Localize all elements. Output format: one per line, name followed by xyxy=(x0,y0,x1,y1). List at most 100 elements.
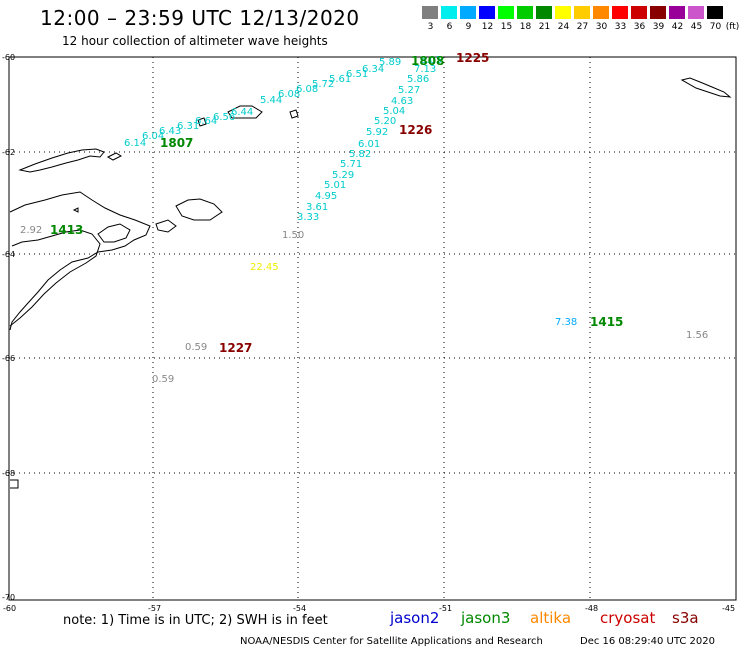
legend-swatch xyxy=(593,6,610,19)
joinville-island xyxy=(175,198,223,221)
legend-label: 18 xyxy=(519,22,532,32)
wave-height-value: 5.61 xyxy=(329,74,352,85)
wave-height-value: 4.63 xyxy=(391,96,414,107)
pass-time-label: 1226 xyxy=(399,123,433,137)
dundee-island xyxy=(155,219,177,233)
longitude-labels: -60 -57 -54 -51 -48 -45 xyxy=(3,604,735,613)
legend-swatch xyxy=(707,6,724,19)
wave-height-value: 6.64 xyxy=(195,116,218,127)
satellite-name: s3a xyxy=(672,609,699,627)
wave-height-value: 6.44 xyxy=(231,107,254,118)
legend-label: 45 xyxy=(690,22,703,32)
footer-timestamp: Dec 16 08:29:40 UTC 2020 xyxy=(580,636,715,647)
south-orkney-islet xyxy=(197,117,207,127)
latitude-labels: -60 -62 -64 -66 -68 -70 xyxy=(2,53,15,602)
satellite-name: altika xyxy=(530,609,572,627)
coastline xyxy=(9,77,732,489)
south-shetland-islet xyxy=(106,152,123,161)
satellite-name: jason3 xyxy=(461,609,511,627)
lat-label: -66 xyxy=(2,354,15,363)
pass-time-label: 1807 xyxy=(160,136,194,150)
south-shetland-islands xyxy=(18,148,105,173)
legend-label: 15 xyxy=(500,22,513,32)
wave-height-value: 6.08 xyxy=(296,84,319,95)
legend-label: 70 xyxy=(709,22,722,32)
wave-height-value: 6.51 xyxy=(346,69,369,80)
wave-height-value: 2.92 xyxy=(20,225,43,236)
legend-swatch xyxy=(441,6,458,19)
pass-time-label: 1413 xyxy=(50,223,84,237)
legend-swatch xyxy=(479,6,496,19)
legend-swatch xyxy=(574,6,591,19)
wave-height-value: 5.04 xyxy=(383,106,406,117)
pass-time-label: 1415 xyxy=(590,315,624,329)
satellite-name: cryosat xyxy=(600,609,656,627)
wave-height-value: 5.01 xyxy=(324,180,347,191)
lat-label: -60 xyxy=(2,53,15,62)
wave-height-value: 6.05 xyxy=(420,55,443,66)
graticule xyxy=(9,57,736,600)
legend-label: 36 xyxy=(633,22,646,32)
wave-height-value: 0.59 xyxy=(185,342,208,353)
wave-height-value: 5.44 xyxy=(260,95,283,106)
antarctic-peninsula xyxy=(9,191,151,331)
wave-height-value: 6.56 xyxy=(213,112,236,123)
lon-label: -45 xyxy=(722,604,735,613)
legend-swatch xyxy=(460,6,477,19)
legend-swatch xyxy=(612,6,629,19)
legend-swatch xyxy=(536,6,553,19)
coast-fragment xyxy=(10,479,19,489)
wave-height-value: 5.89 xyxy=(379,57,402,68)
wave-height-value: 5.92 xyxy=(366,127,389,138)
legend-swatch xyxy=(498,6,515,19)
south-orkney-islet xyxy=(289,109,299,119)
lat-label: -68 xyxy=(2,469,15,478)
legend-swatch xyxy=(688,6,705,19)
wave-height-value: 6.01 xyxy=(358,139,381,150)
lon-label: -48 xyxy=(585,604,598,613)
pass-time-label: 1225 xyxy=(456,51,490,65)
lat-label: -62 xyxy=(2,148,15,157)
wave-height-value: 6.14 xyxy=(124,138,147,149)
legend-swatch xyxy=(669,6,686,19)
legend-label: 39 xyxy=(652,22,665,32)
wave-height-value: 1.56 xyxy=(686,330,709,341)
lon-label: -57 xyxy=(148,604,161,613)
wave-height-value: 6.04 xyxy=(142,131,165,142)
james-ross-island xyxy=(97,223,131,243)
legend-label: 3 xyxy=(427,22,434,32)
wave-height-value: 5.20 xyxy=(374,116,397,127)
wave-height-value: 3.33 xyxy=(297,212,320,223)
peninsula-inner-coast xyxy=(9,229,101,327)
small-islet xyxy=(72,207,79,213)
wave-height-value: 7.38 xyxy=(555,317,578,328)
wave-height-value: 1.50 xyxy=(282,230,305,241)
wave-height-value: 6.31 xyxy=(177,121,200,132)
legend-label: 24 xyxy=(557,22,570,32)
wave-height-value: 7.13 xyxy=(414,64,437,75)
legend-label: 9 xyxy=(465,22,472,32)
wave-height-value: 0.59 xyxy=(152,374,175,385)
lon-label: -54 xyxy=(293,604,306,613)
legend-swatch xyxy=(555,6,572,19)
legend-unit: (ft) xyxy=(725,22,740,32)
legend-label: 33 xyxy=(614,22,627,32)
legend-label: 21 xyxy=(538,22,551,32)
lat-label: -64 xyxy=(2,250,15,259)
pass-time-label: 1227 xyxy=(219,341,253,355)
legend-label: 6 xyxy=(446,22,453,32)
wave-height-value: 5.29 xyxy=(332,170,355,181)
footer-note: note: 1) Time is in UTC; 2) SWH is in fe… xyxy=(63,613,328,628)
lat-label: -70 xyxy=(2,593,15,602)
legend-swatch xyxy=(517,6,534,19)
lon-label: -51 xyxy=(439,604,452,613)
south-georgia-islands xyxy=(680,77,732,98)
wave-height-value: 6.43 xyxy=(159,126,182,137)
wave-height-value: 3.61 xyxy=(306,202,329,213)
wave-height-value: 5.72 xyxy=(312,79,335,90)
legend-label: 12 xyxy=(481,22,494,32)
wave-height-value: 5.71 xyxy=(340,159,363,170)
legend-label: 27 xyxy=(576,22,589,32)
wave-height-value: 5.82 xyxy=(349,149,372,160)
